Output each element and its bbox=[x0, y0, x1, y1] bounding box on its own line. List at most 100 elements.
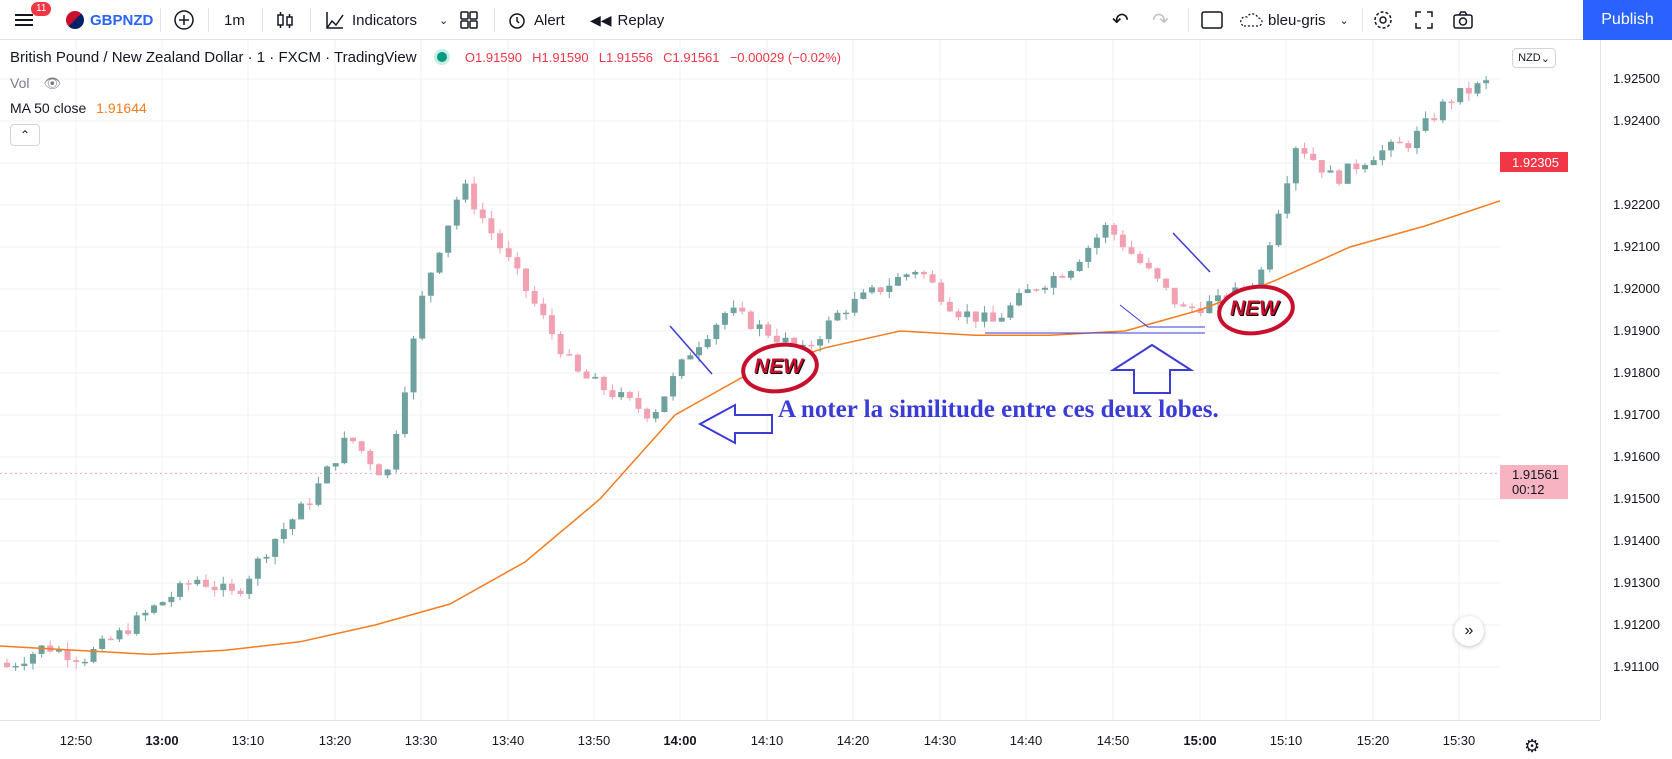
alert-label: Alert bbox=[534, 11, 565, 29]
price-tick-label: 1.91100 bbox=[1613, 659, 1660, 674]
candle-up bbox=[860, 292, 867, 299]
candle-up bbox=[843, 312, 850, 315]
price-tick-label: 1.91300 bbox=[1613, 575, 1660, 590]
current-price-badge: 1.91561 00:12 bbox=[1500, 465, 1568, 499]
time-tick-label: 13:50 bbox=[577, 733, 611, 748]
undo-icon[interactable]: ↶ bbox=[1112, 9, 1129, 32]
candle-up bbox=[462, 183, 469, 200]
candle-up bbox=[393, 434, 400, 470]
candle-up bbox=[410, 338, 417, 393]
price-axis[interactable] bbox=[1600, 40, 1672, 720]
candle-down bbox=[1396, 141, 1403, 144]
candle-up bbox=[1292, 148, 1299, 184]
chevron-up-icon: ⌃ bbox=[19, 128, 31, 142]
ma-legend[interactable]: MA 50 close 1.91644 bbox=[10, 100, 147, 116]
candle-up bbox=[177, 583, 183, 597]
candle-up bbox=[280, 529, 287, 539]
candle-up bbox=[661, 396, 668, 413]
candle-down bbox=[540, 303, 547, 316]
layout-name: bleu-gris bbox=[1268, 11, 1326, 29]
lobe-line bbox=[1119, 304, 1205, 328]
candle-up bbox=[419, 295, 426, 339]
candle-down bbox=[1431, 118, 1438, 121]
candle-down bbox=[946, 301, 953, 312]
chevron-down-icon: ⌄ bbox=[439, 14, 449, 27]
candle-up bbox=[427, 272, 434, 296]
double-chevron-right-icon: » bbox=[1464, 622, 1474, 639]
templates-icon[interactable] bbox=[458, 0, 480, 40]
redo-icon[interactable]: ↷ bbox=[1152, 9, 1169, 32]
candle-down bbox=[1448, 101, 1455, 104]
candle-down bbox=[479, 209, 486, 219]
candle-up bbox=[159, 602, 166, 606]
compare-add-icon[interactable] bbox=[172, 0, 196, 40]
time-tick-label: 15:20 bbox=[1356, 733, 1390, 748]
candle-up bbox=[55, 649, 62, 652]
candle-up bbox=[998, 317, 1005, 322]
candle-down bbox=[609, 390, 616, 398]
candle-up bbox=[1370, 160, 1377, 166]
ohlc-high: H1.91590 bbox=[532, 50, 589, 65]
candle-down bbox=[1336, 170, 1343, 184]
candle-up bbox=[1102, 224, 1109, 238]
candle-up bbox=[1050, 275, 1057, 288]
candle-up bbox=[1042, 287, 1048, 290]
candle-down bbox=[228, 583, 235, 591]
eye-hidden-icon[interactable]: 👁 bbox=[43, 75, 62, 91]
symbol-search[interactable]: GBPNZD bbox=[66, 0, 153, 40]
publish-button[interactable]: Publish bbox=[1583, 0, 1672, 40]
candle-up bbox=[1016, 293, 1023, 306]
candle-up bbox=[29, 653, 36, 664]
cloud-icon bbox=[1240, 13, 1263, 27]
candle-up bbox=[670, 376, 677, 397]
candle-down bbox=[1119, 234, 1126, 248]
alert-button[interactable]: Alert bbox=[506, 0, 565, 40]
layout-box-icon[interactable] bbox=[1200, 0, 1224, 40]
candle-down bbox=[1405, 143, 1412, 149]
candle-down bbox=[791, 337, 798, 346]
candle-up bbox=[886, 285, 893, 293]
volume-legend[interactable]: Vol 👁 bbox=[10, 75, 61, 92]
time-axis[interactable] bbox=[0, 720, 1600, 759]
indicators-button[interactable]: Indicators ⌄ bbox=[324, 0, 448, 40]
candle-up bbox=[384, 469, 391, 476]
axis-settings-gear-icon[interactable]: ⚙ bbox=[1524, 736, 1541, 756]
candle-down bbox=[1033, 289, 1040, 291]
currency-selector[interactable]: NZD ⌄ bbox=[1512, 48, 1556, 68]
rewind-icon: ◀◀ bbox=[590, 11, 612, 28]
new-badge-2[interactable]: NEW bbox=[1216, 284, 1296, 336]
time-tick-label: 15:10 bbox=[1269, 733, 1303, 748]
collapse-legend-button[interactable]: ⌃ bbox=[10, 124, 40, 146]
candle-style-icon[interactable] bbox=[274, 0, 296, 40]
candle-up bbox=[912, 271, 919, 275]
candle-down bbox=[497, 233, 504, 249]
candle-up bbox=[142, 612, 149, 616]
candle-up bbox=[332, 463, 339, 467]
symbol-title[interactable]: British Pound / New Zealand Dollar · 1 ·… bbox=[10, 49, 417, 66]
replay-button[interactable]: ◀◀ Replay bbox=[590, 0, 664, 40]
new-badge-1[interactable]: NEW bbox=[740, 342, 820, 394]
candle-down bbox=[644, 408, 651, 419]
candle-down bbox=[548, 315, 555, 335]
scroll-to-realtime-button[interactable]: » bbox=[1454, 616, 1484, 646]
candle-down bbox=[765, 324, 772, 336]
notification-badge: 11 bbox=[31, 2, 52, 16]
layout-selector[interactable]: bleu-gris ⌄ bbox=[1238, 0, 1349, 40]
price-tick-label: 1.91700 bbox=[1613, 407, 1660, 422]
candle-down bbox=[350, 437, 356, 442]
settings-gear-icon[interactable] bbox=[1372, 0, 1394, 40]
interval-button[interactable]: 1m bbox=[224, 11, 245, 29]
left-arrow-shape bbox=[697, 403, 773, 445]
candle-down bbox=[306, 503, 313, 505]
menu-icon[interactable] bbox=[14, 0, 36, 40]
ohlc-low: L1.91556 bbox=[598, 50, 653, 65]
candle-up bbox=[151, 605, 158, 613]
candle-up bbox=[12, 665, 19, 668]
camera-icon[interactable] bbox=[1452, 0, 1474, 40]
price-tick-label: 1.91400 bbox=[1613, 533, 1660, 548]
annotation-text[interactable]: A noter la similitude entre ces deux lob… bbox=[778, 396, 1219, 423]
candle-up bbox=[1379, 150, 1386, 161]
candle-down bbox=[64, 649, 71, 661]
candle-up bbox=[1388, 141, 1394, 151]
fullscreen-icon[interactable] bbox=[1414, 0, 1434, 40]
